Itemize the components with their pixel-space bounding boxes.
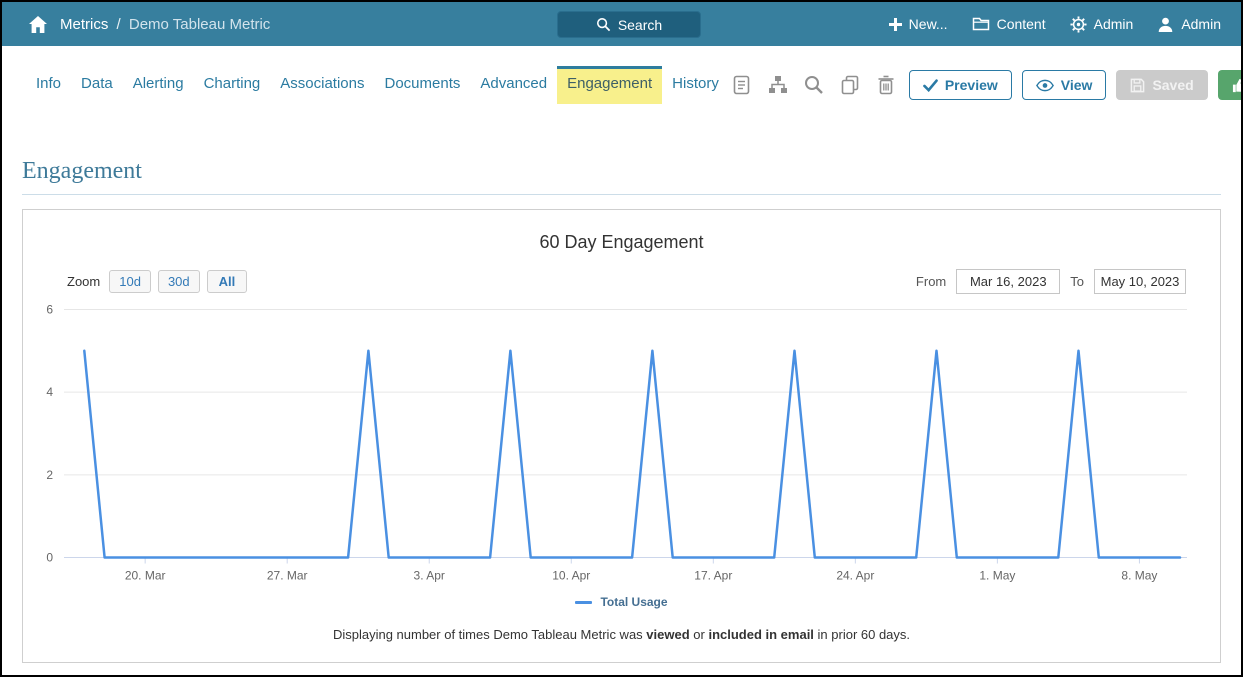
admin-menu-button[interactable]: Admin — [1070, 16, 1134, 33]
x-axis-tick-label: 10. Apr — [552, 569, 590, 583]
eye-icon — [1036, 79, 1054, 92]
legend-label: Total Usage — [600, 595, 667, 609]
breadcrumb-separator: / — [117, 16, 121, 33]
update-button[interactable]: Update — [1218, 70, 1243, 100]
x-axis-tick-label: 3. Apr — [414, 569, 445, 583]
engagement-line-chart[interactable]: 0 2 4 6 20. Mar 27. Mar 3. Apr 10. Apr 17. Apr 24… — [33, 300, 1203, 588]
tab-toolbar-row: Info Data Alerting Charting Associations… — [2, 66, 1241, 104]
y-axis-tick-label: 4 — [46, 385, 53, 399]
lineage-button[interactable] — [765, 72, 791, 98]
tab-bar: Info Data Alerting Charting Associations… — [26, 66, 729, 104]
saved-label: Saved — [1152, 77, 1193, 93]
search-label: Search — [618, 17, 662, 33]
user-menu-button[interactable]: Admin — [1157, 16, 1221, 33]
y-axis-tick-label: 0 — [46, 551, 53, 565]
document-notes-button[interactable] — [729, 72, 755, 98]
breadcrumb-area: Metrics / Demo Tableau Metric — [28, 15, 270, 34]
x-axis-tick-label: 20. Mar — [125, 569, 166, 583]
to-date-input[interactable] — [1094, 269, 1186, 294]
save-icon — [1130, 78, 1145, 93]
top-nav: New... Content Admin Admin — [889, 16, 1221, 33]
to-label: To — [1070, 274, 1084, 289]
app-window: Metrics / Demo Tableau Metric Search New… — [0, 0, 1243, 677]
gear-icon — [1070, 16, 1087, 33]
x-axis-tick-label: 27. Mar — [267, 569, 308, 583]
tab-advanced[interactable]: Advanced — [470, 66, 557, 104]
tab-charting[interactable]: Charting — [194, 66, 271, 104]
x-axis-tick-label: 8. May — [1121, 569, 1157, 583]
tab-history[interactable]: History — [662, 66, 729, 104]
admin-menu-label: Admin — [1094, 16, 1134, 32]
x-axis-tick-label: 17. Apr — [694, 569, 732, 583]
engagement-panel: 60 Day Engagement Zoom 10d 30d All From … — [22, 209, 1221, 663]
y-axis-tick-label: 2 — [46, 468, 53, 482]
top-header-bar: Metrics / Demo Tableau Metric Search New… — [2, 2, 1241, 46]
from-label: From — [916, 274, 946, 289]
y-axis-tick-label: 6 — [46, 303, 53, 317]
new-menu-label: New... — [909, 16, 948, 32]
zoom-label: Zoom — [67, 274, 100, 289]
tab-info[interactable]: Info — [26, 66, 71, 104]
zoom-controls: Zoom 10d 30d All — [67, 270, 247, 293]
zoom-all-button[interactable]: All — [207, 270, 248, 293]
duplicate-button[interactable] — [837, 72, 863, 98]
from-date-input[interactable] — [956, 269, 1060, 294]
saved-button: Saved — [1116, 70, 1207, 100]
tab-associations[interactable]: Associations — [270, 66, 374, 104]
page-section-title: Engagement — [22, 158, 1221, 195]
search-icon — [596, 17, 611, 32]
tab-alerting[interactable]: Alerting — [123, 66, 194, 104]
magnifier-icon — [804, 75, 824, 95]
tab-documents[interactable]: Documents — [375, 66, 471, 104]
sitemap-icon — [768, 75, 788, 95]
breadcrumb: Metrics / Demo Tableau Metric — [60, 16, 270, 33]
breadcrumb-current-item: Demo Tableau Metric — [129, 16, 270, 33]
content-menu-button[interactable]: Content — [972, 16, 1046, 32]
chart-area: 0 2 4 6 20. Mar 27. Mar 3. Apr 10. Apr 17. Apr 24… — [33, 300, 1220, 593]
view-button[interactable]: View — [1022, 70, 1107, 100]
plus-icon — [889, 18, 902, 31]
tab-engagement[interactable]: Engagement — [557, 66, 662, 104]
chart-footnote: Displaying number of times Demo Tableau … — [23, 627, 1220, 642]
new-menu-button[interactable]: New... — [889, 16, 948, 32]
delete-button[interactable] — [873, 72, 899, 98]
zoom-30d-button[interactable]: 30d — [158, 270, 200, 293]
breadcrumb-section[interactable]: Metrics — [60, 16, 108, 33]
legend-line-swatch — [575, 601, 592, 604]
check-icon — [923, 79, 938, 92]
tab-data[interactable]: Data — [71, 66, 123, 104]
document-icon — [733, 75, 750, 95]
legend-item-total-usage[interactable]: Total Usage — [23, 595, 1220, 609]
zoom-10d-button[interactable]: 10d — [109, 270, 151, 293]
action-toolbar: Preview View Saved Update — [729, 70, 1243, 100]
search-button[interactable]: Search — [557, 11, 701, 38]
view-label: View — [1061, 77, 1093, 93]
chart-title: 60 Day Engagement — [23, 232, 1220, 253]
search-metric-button[interactable] — [801, 72, 827, 98]
content-menu-label: Content — [997, 16, 1046, 32]
thumbs-up-icon — [1232, 78, 1243, 93]
home-icon[interactable] — [28, 15, 48, 34]
x-axis-tick-label: 1. May — [979, 569, 1015, 583]
chart-controls: Zoom 10d 30d All From To — [23, 269, 1220, 294]
copy-icon — [840, 75, 860, 95]
series-line-total-usage — [84, 351, 1180, 558]
preview-button[interactable]: Preview — [909, 70, 1012, 100]
x-axis-tick-label: 24. Apr — [836, 569, 874, 583]
date-range-controls: From To — [916, 269, 1186, 294]
user-menu-label: Admin — [1181, 16, 1221, 32]
user-icon — [1157, 16, 1174, 33]
folder-icon — [972, 16, 990, 32]
trash-icon — [877, 75, 895, 95]
preview-label: Preview — [945, 77, 998, 93]
